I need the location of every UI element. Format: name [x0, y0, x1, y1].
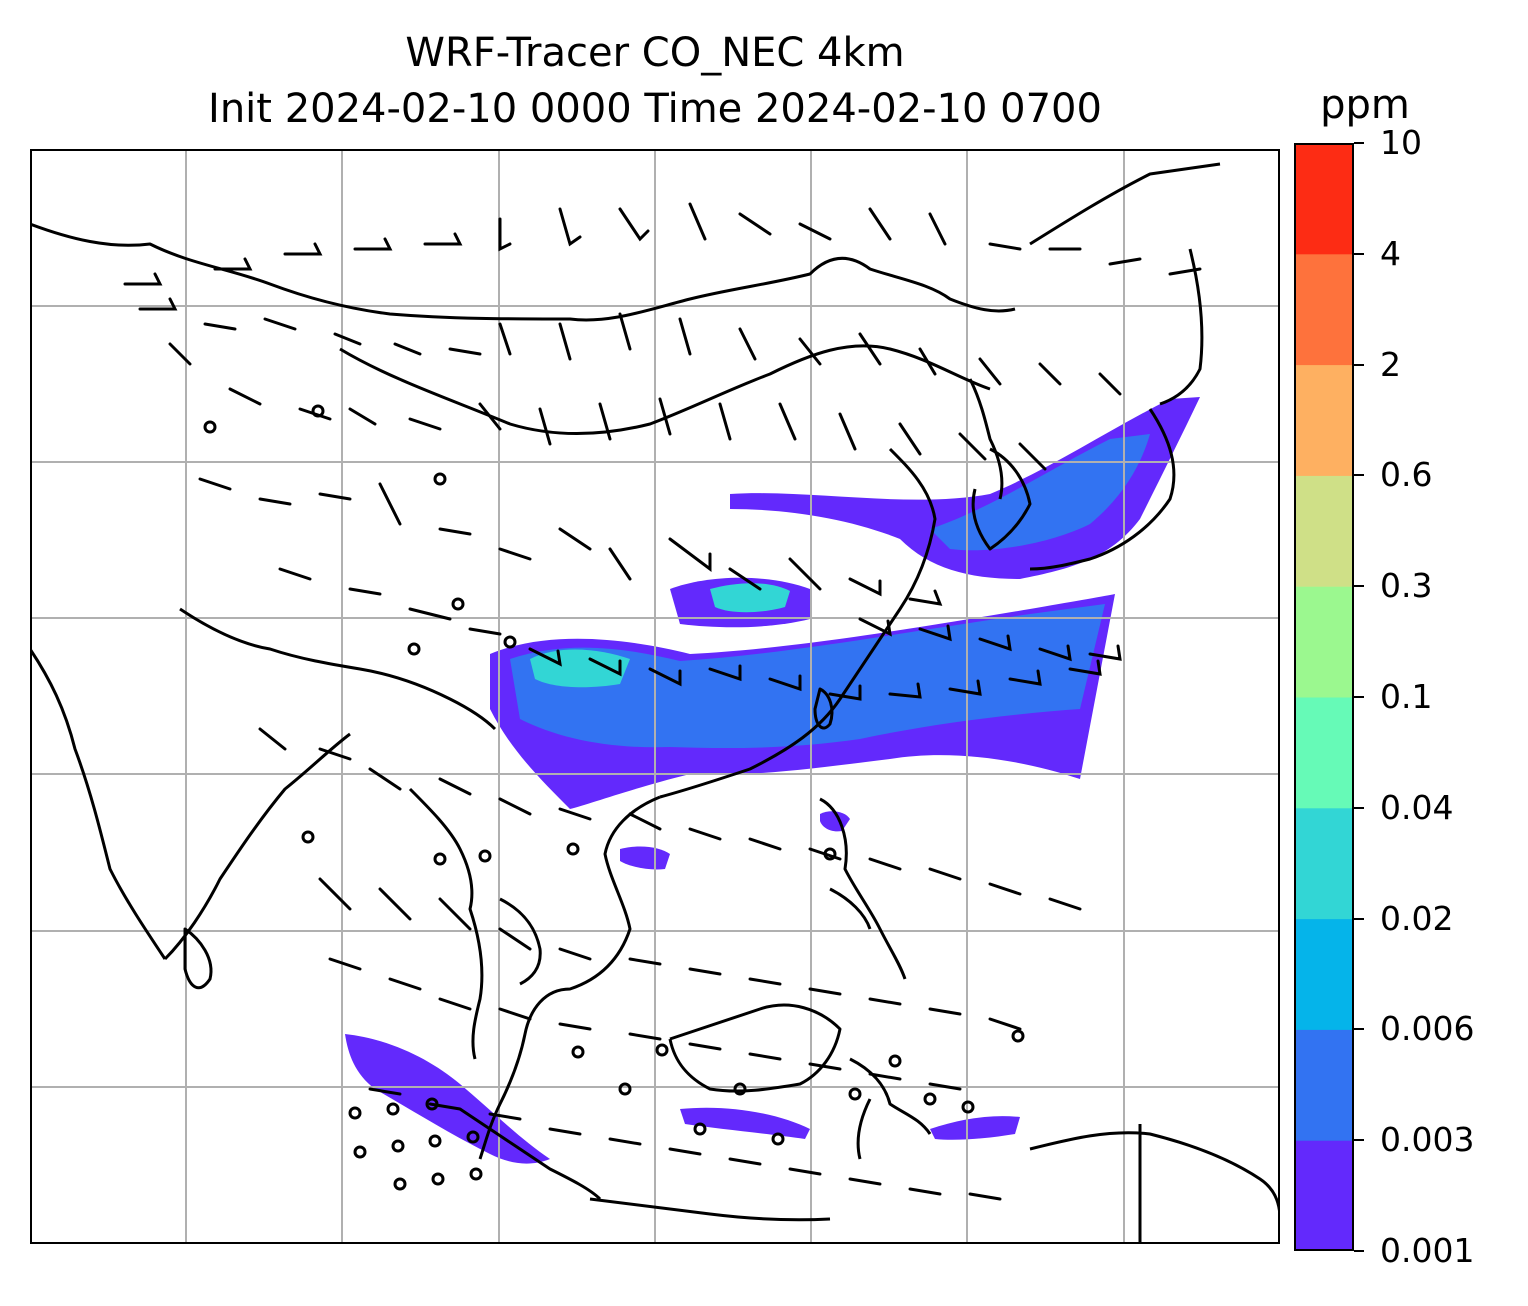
colorbar-segment [1294, 253, 1354, 366]
colorbar-tick [1354, 696, 1364, 698]
border-china-mongolia [339, 344, 991, 435]
plume-northeast-asia-core [930, 434, 1150, 551]
colorbar-tick-label: 0.3 [1380, 566, 1433, 606]
plume-northeast-asia [730, 397, 1200, 579]
coastline-indochina [478, 795, 661, 1160]
coastlines-and-borders [30, 162, 1280, 1244]
colorbar-segment [1294, 807, 1354, 920]
colorbar-tick-label: 0.02 [1380, 898, 1454, 938]
coastline-gulf-of-thailand [499, 897, 542, 986]
coastline-myanmar [408, 787, 484, 1060]
coastline-philippines [819, 797, 907, 980]
colorbar-segment [1294, 697, 1354, 809]
coastline-sulawesi [849, 1057, 932, 1160]
colorbar-segment [1294, 1029, 1354, 1141]
coastline-china-east [659, 447, 937, 799]
plume-main-band-mid [510, 604, 1105, 749]
wind-barb-layer [123, 202, 1202, 1201]
colorbar [1294, 143, 1354, 1251]
map-panel [30, 149, 1280, 1244]
colorbar-tick [1354, 1139, 1364, 1142]
colorbar-tick-label: 4 [1380, 233, 1401, 273]
colorbar-tick-label: 0.1 [1380, 677, 1433, 716]
colorbar-tick [1354, 917, 1364, 920]
plume-china-inner-core [710, 583, 790, 613]
colorbar-tick [1354, 142, 1364, 144]
coastline-india-east [163, 732, 351, 961]
chart-title-line-2: Init 2024-02-10 0000 Time 2024-02-10 070… [208, 86, 1102, 132]
colorbar-unit-label: ppm [1320, 82, 1410, 128]
colorbar-segment [1294, 475, 1354, 587]
colorbar-tick-label: 0.001 [1380, 1231, 1475, 1270]
coastline-new-guinea [1029, 1124, 1280, 1244]
border-himalaya [179, 607, 497, 731]
plume-main-band-core [530, 649, 630, 688]
colorbar-tick [1354, 806, 1364, 809]
coastline-japan [1029, 248, 1204, 571]
colorbar-tick [1354, 363, 1364, 366]
coastline-java [589, 1197, 831, 1222]
colorbar-tick-label: 0.006 [1380, 1009, 1475, 1049]
coastline-sri-lanka [183, 927, 213, 990]
colorbar-tick-label: 10 [1380, 123, 1422, 162]
border-russia-china [30, 222, 1016, 322]
colorbar-tick [1354, 585, 1364, 588]
colorbar-segment [1294, 364, 1354, 476]
colorbar-segment [1294, 143, 1354, 255]
chart-title-line-1: WRF-Tracer CO_NEC 4km [405, 30, 905, 76]
colorbar-tick [1354, 1250, 1364, 1252]
colorbar-tick-label: 0.6 [1380, 455, 1433, 495]
colorbar-segment [1294, 918, 1354, 1030]
plume-java-sea [680, 1107, 810, 1139]
colorbar-tick-label: 2 [1380, 344, 1401, 384]
colorbar-tick-label: 0.04 [1380, 787, 1454, 827]
map-gridlines [30, 149, 1280, 1244]
colorbar-border [1294, 143, 1354, 1251]
colorbar-tick [1354, 252, 1364, 255]
colorbar-segment [1294, 1140, 1354, 1251]
colorbar-segment [1294, 586, 1354, 698]
coastline-taiwan [813, 687, 834, 730]
coastline-borneo [668, 1003, 842, 1093]
colorbar-tick [1354, 474, 1364, 477]
colorbar-tick [1354, 1028, 1364, 1031]
coastline-korea [971, 447, 1032, 551]
plume-banda-sea [930, 1116, 1020, 1140]
colorbar-tick-label: 0.003 [1380, 1120, 1475, 1160]
coastline-india-west [30, 648, 167, 960]
coastline-east-asia-north [1029, 162, 1221, 246]
coastline-sumatra [459, 1107, 602, 1201]
plume-taiwan-strait [620, 846, 670, 870]
border-china-korea [968, 378, 1004, 500]
map-frame-border [30, 149, 1280, 1244]
